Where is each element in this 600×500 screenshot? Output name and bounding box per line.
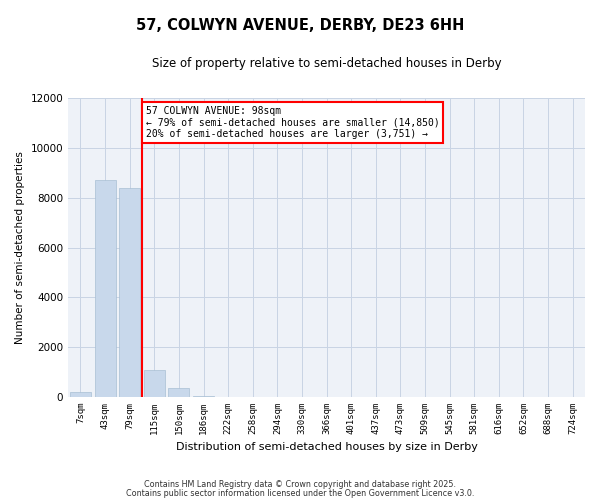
Bar (119, 188, 140, 397)
Title: Size of property relative to semi-detached houses in Derby: Size of property relative to semi-detach… (152, 58, 502, 70)
Bar (95, 180, 116, 397)
Bar (70, 392, 91, 397)
Text: 57, COLWYN AVENUE, DERBY, DE23 6HH: 57, COLWYN AVENUE, DERBY, DE23 6HH (136, 18, 464, 32)
Bar (144, 370, 165, 397)
X-axis label: Distribution of semi-detached houses by size in Derby: Distribution of semi-detached houses by … (176, 442, 478, 452)
Text: Contains HM Land Registry data © Crown copyright and database right 2025.: Contains HM Land Registry data © Crown c… (144, 480, 456, 489)
Y-axis label: Number of semi-detached properties: Number of semi-detached properties (15, 151, 25, 344)
Text: Contains public sector information licensed under the Open Government Licence v3: Contains public sector information licen… (126, 489, 474, 498)
Bar (169, 388, 190, 397)
Text: 57 COLWYN AVENUE: 98sqm
← 79% of semi-detached houses are smaller (14,850)
20% o: 57 COLWYN AVENUE: 98sqm ← 79% of semi-de… (146, 106, 439, 138)
Bar (193, 396, 214, 397)
